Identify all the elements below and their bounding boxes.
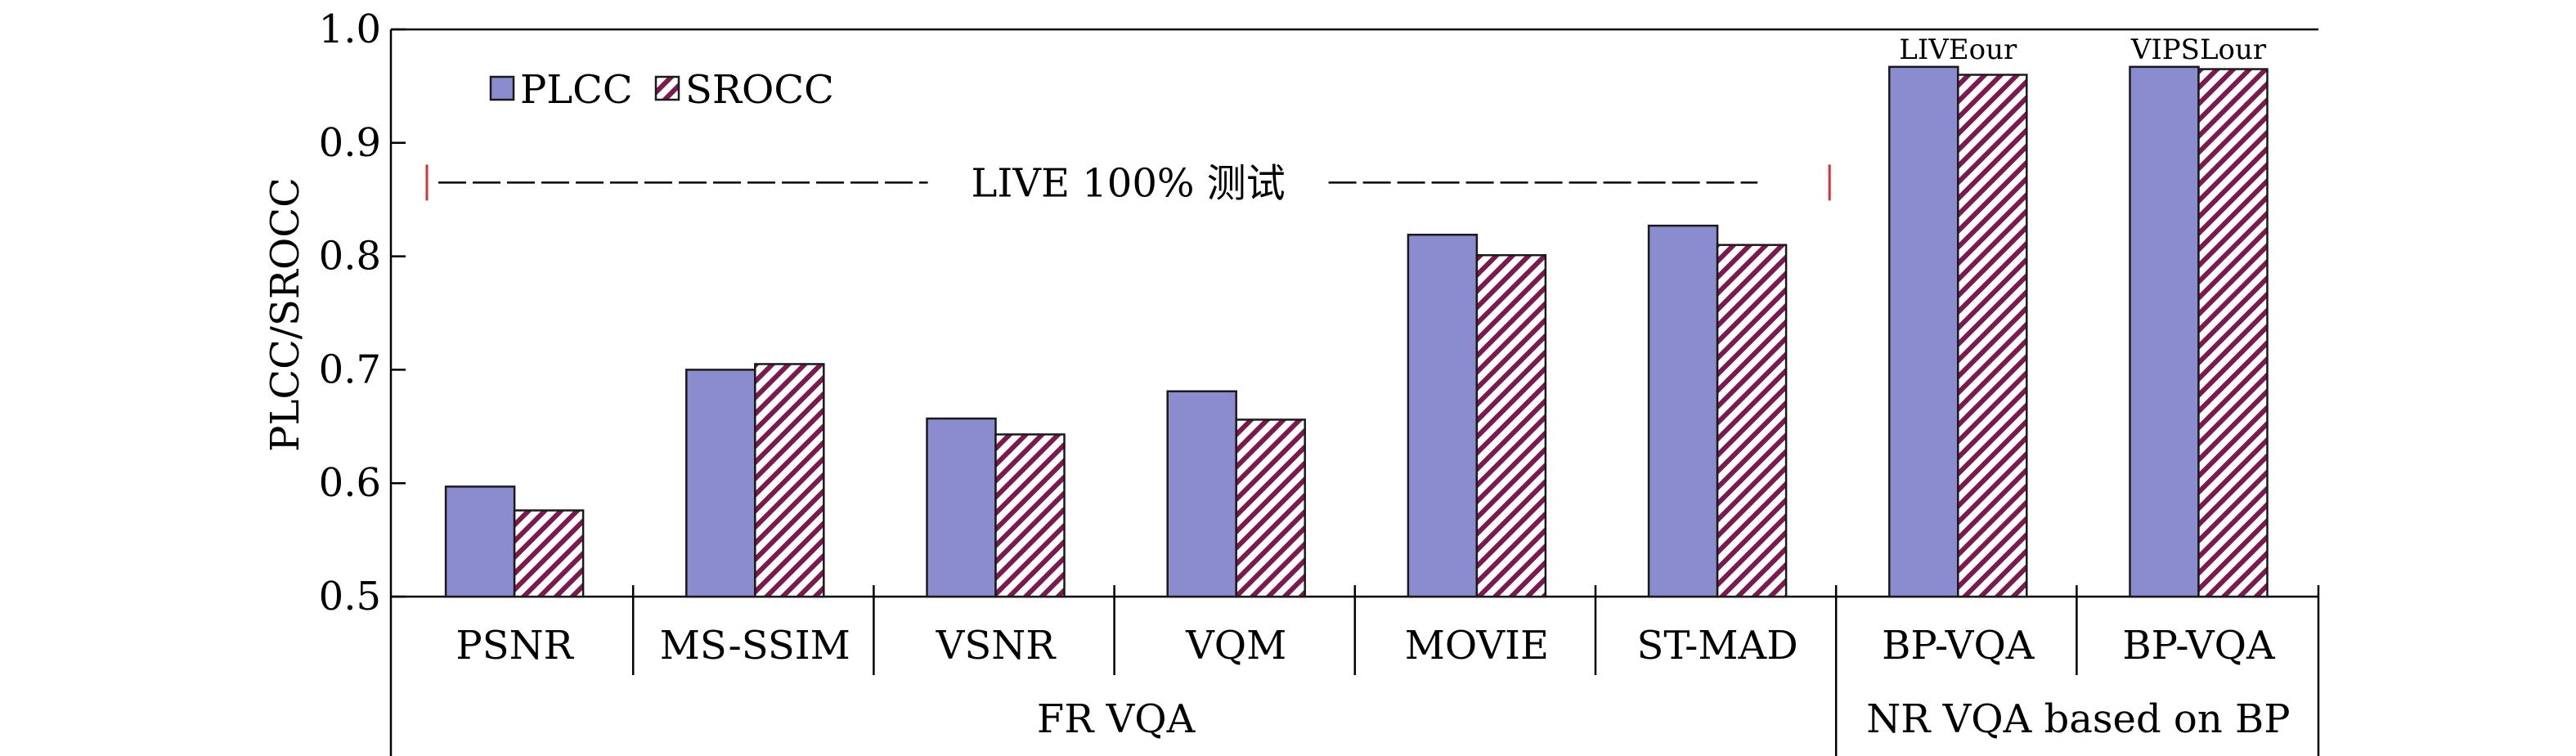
legend-swatch-srocc (654, 75, 680, 101)
bar-annotation: LIVEour (1899, 34, 2017, 66)
span-annotation: LIVE 100% 测试 (425, 160, 1831, 206)
category-label: VQM (1185, 623, 1286, 669)
category-label: MS-SSIM (660, 623, 850, 669)
bar-plcc (926, 417, 997, 598)
category-label: VSNR (936, 623, 1057, 669)
category-label: ST-MAD (1636, 623, 1797, 669)
category-label: BP-VQA (1882, 623, 2035, 669)
bar-srocc (1235, 418, 1306, 598)
legend-label-srocc: SROCC (685, 67, 834, 113)
bar-srocc (1475, 253, 1547, 598)
bar-srocc (513, 509, 585, 598)
y-tick-label: 1.0 (319, 7, 381, 52)
y-tick-label: 0.9 (319, 120, 381, 166)
bar-plcc (1888, 65, 1959, 598)
bar-annotations: LIVEour VIPSLour (1899, 34, 2267, 66)
category-label: BP-VQA (2122, 623, 2276, 669)
bar-plcc (1407, 233, 1479, 598)
group-labels: FR VQA NR VQA based on BP (1037, 696, 2291, 742)
group-label: FR VQA (1037, 696, 1196, 742)
legend-swatch-plcc (489, 75, 515, 101)
legend: PLCC SROCC (489, 67, 834, 113)
bar-plcc (1166, 390, 1237, 598)
y-tick-label: 0.6 (319, 460, 381, 506)
bars (444, 65, 2269, 598)
y-tick-label: 0.8 (319, 234, 381, 280)
bar-srocc (754, 363, 825, 598)
y-tick-label: 0.7 (319, 347, 381, 392)
bar-plcc (2129, 65, 2200, 598)
category-label: PSNR (456, 623, 574, 669)
y-tick-label: 0.5 (319, 574, 381, 620)
bar-srocc (994, 433, 1066, 598)
group-label: NR VQA based on BP (1866, 696, 2290, 742)
y-ticks: 0.5 0.6 0.7 0.8 0.9 1.0 (319, 7, 406, 620)
bar-srocc (1957, 74, 2028, 598)
span-label: LIVE 100% 测试 (971, 160, 1285, 206)
bar-plcc (1647, 224, 1719, 598)
legend-label-plcc: PLCC (520, 67, 633, 113)
category-separators (631, 585, 2320, 756)
bar-srocc (1716, 244, 1788, 598)
bar-plcc (444, 485, 516, 598)
bar-annotation: VIPSLour (2130, 34, 2267, 66)
category-label: MOVIE (1405, 623, 1549, 669)
bar-srocc (2197, 68, 2269, 598)
bar-plcc (685, 369, 756, 598)
y-axis-title: PLCC/SROCC (263, 177, 308, 452)
category-labels: PSNR MS-SSIM VSNR VQM MOVIE ST-MAD BP-VQA BP-VQ… (456, 623, 2276, 669)
